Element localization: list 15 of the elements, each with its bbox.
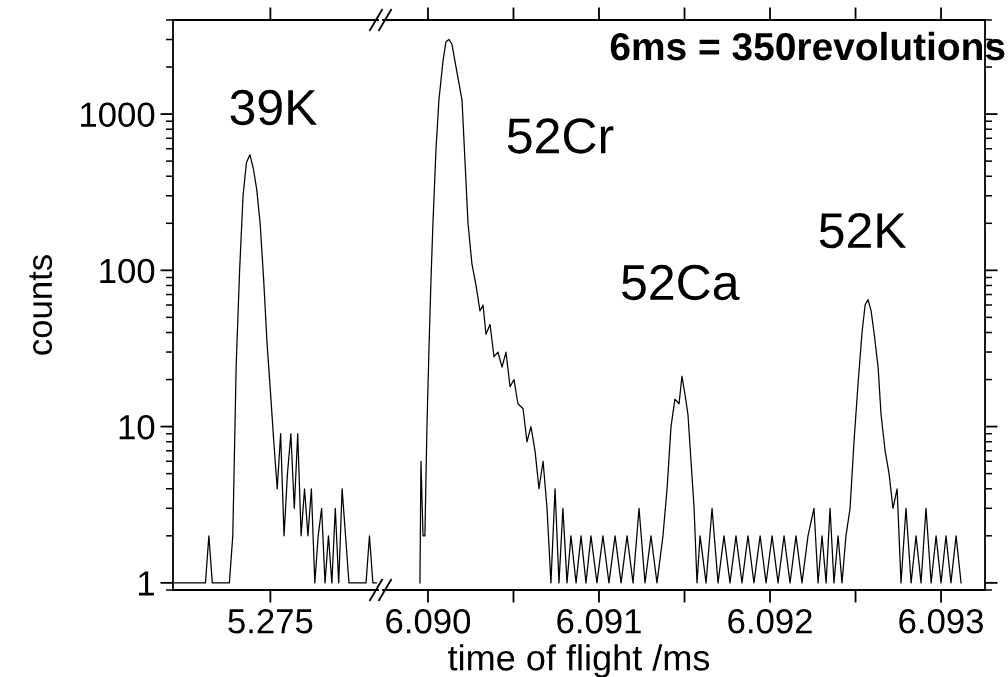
x-tick-label: 5.275 (228, 608, 313, 634)
x-tick-label: 6.091 (557, 608, 641, 634)
annotation: 52K (819, 212, 907, 249)
y-axis-title: counts (29, 255, 53, 355)
x-tick-label: 6.092 (728, 608, 812, 634)
annotation: 52Ca (622, 264, 740, 301)
y-tick-label: 100 (100, 258, 155, 284)
annotation: 39K (230, 89, 317, 126)
y-tick-label: 1000 (81, 102, 155, 127)
x-tick-label: 6.093 (899, 608, 983, 634)
y-tick-label: 1 (138, 571, 154, 596)
annotation: 52Cr (507, 118, 614, 154)
y-tick-label: 10 (119, 414, 155, 440)
x-tick-label: 6.090 (386, 608, 471, 634)
x-axis-title: time of flight /ms (448, 644, 710, 677)
